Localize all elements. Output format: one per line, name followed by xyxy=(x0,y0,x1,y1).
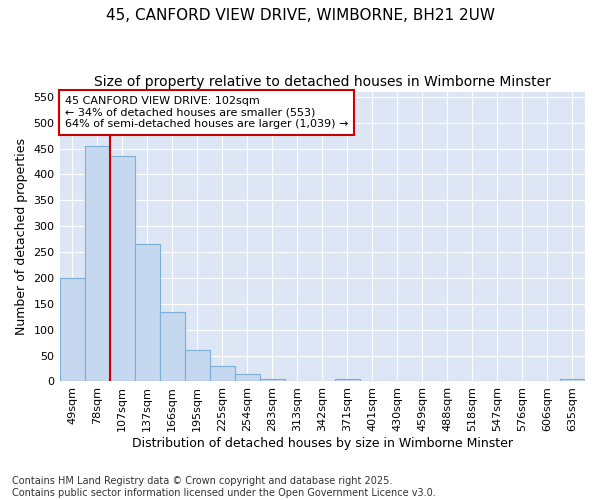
Bar xyxy=(110,156,134,382)
Bar xyxy=(209,366,235,382)
Bar xyxy=(134,244,160,382)
Bar xyxy=(235,374,260,382)
Bar xyxy=(160,312,185,382)
X-axis label: Distribution of detached houses by size in Wimborne Minster: Distribution of detached houses by size … xyxy=(132,437,513,450)
Title: Size of property relative to detached houses in Wimborne Minster: Size of property relative to detached ho… xyxy=(94,75,551,89)
Bar xyxy=(59,278,85,382)
Bar xyxy=(185,350,209,382)
Bar xyxy=(260,379,285,382)
Bar xyxy=(85,146,110,382)
Text: 45, CANFORD VIEW DRIVE, WIMBORNE, BH21 2UW: 45, CANFORD VIEW DRIVE, WIMBORNE, BH21 2… xyxy=(106,8,494,22)
Text: 45 CANFORD VIEW DRIVE: 102sqm
← 34% of detached houses are smaller (553)
64% of : 45 CANFORD VIEW DRIVE: 102sqm ← 34% of d… xyxy=(65,96,348,129)
Bar xyxy=(335,379,360,382)
Bar xyxy=(560,379,585,382)
Y-axis label: Number of detached properties: Number of detached properties xyxy=(15,138,28,335)
Text: Contains HM Land Registry data © Crown copyright and database right 2025.
Contai: Contains HM Land Registry data © Crown c… xyxy=(12,476,436,498)
